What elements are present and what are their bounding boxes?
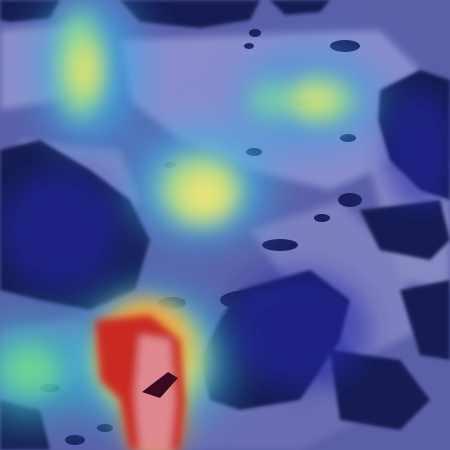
heat-cold-edges (0, 90, 450, 390)
core-dark-streak (142, 372, 178, 398)
